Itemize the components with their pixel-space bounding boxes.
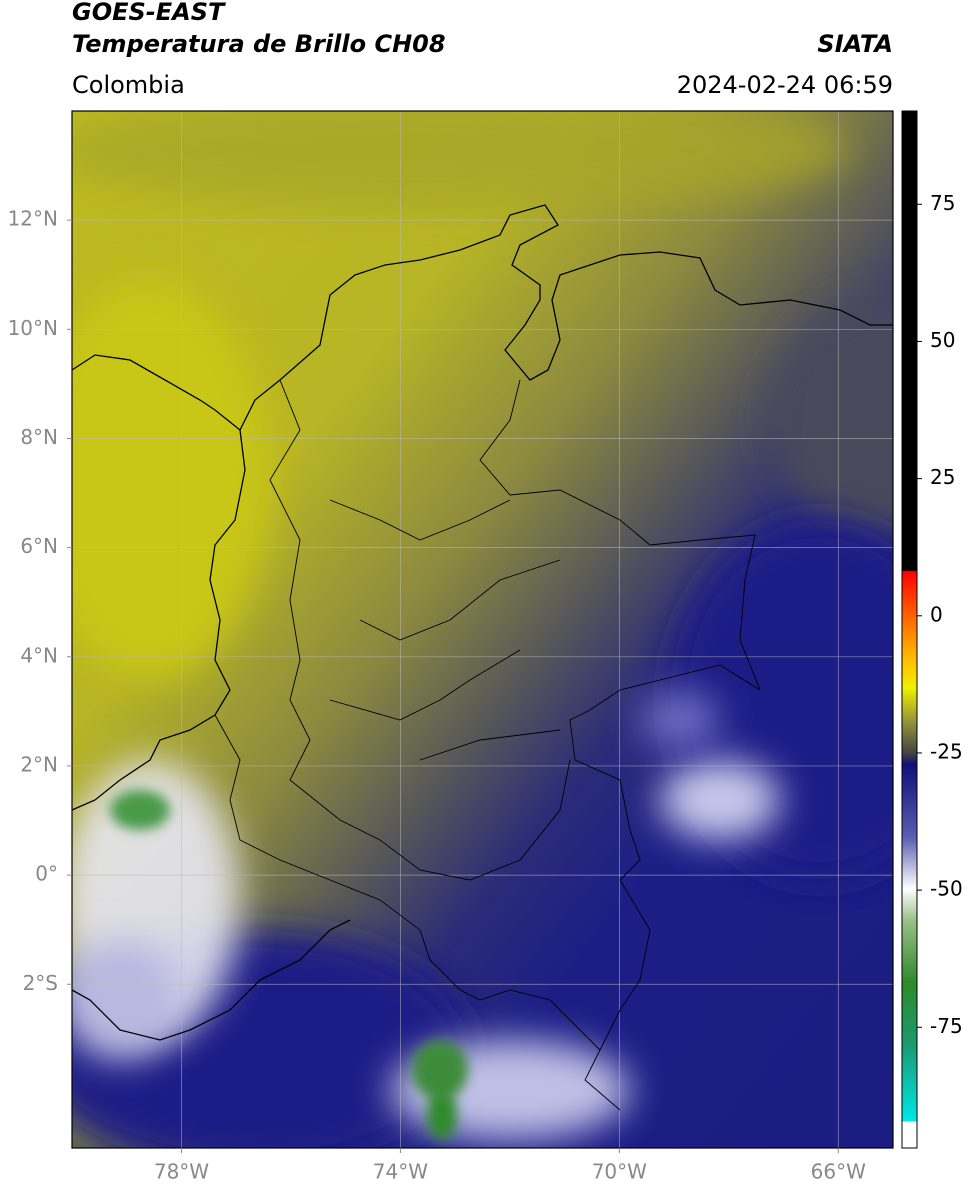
lon-label: 74°W <box>373 1160 428 1184</box>
source: SIATA <box>817 30 893 58</box>
colorbar-label: 50 <box>930 328 955 352</box>
lat-label: 2°S <box>23 971 58 995</box>
region: Colombia <box>72 71 185 99</box>
title: GOES-EAST <box>72 0 226 26</box>
colorbar <box>901 110 918 1149</box>
colorbar-label: -25 <box>930 739 963 763</box>
colorbar-label: 75 <box>930 191 955 215</box>
map-frame <box>71 110 894 1149</box>
lon-label: 78°W <box>154 1160 209 1184</box>
satellite-image <box>72 111 893 1148</box>
lat-label: 12°N <box>8 207 58 231</box>
lat-label: 10°N <box>8 316 58 340</box>
lat-label: 4°N <box>20 643 58 667</box>
lat-label: 2°N <box>20 752 58 776</box>
lat-label: 0° <box>35 862 58 886</box>
subtitle: Temperatura de Brillo CH08 <box>72 30 446 58</box>
colorbar-label: 0 <box>930 602 943 626</box>
lat-label: 8°N <box>20 425 58 449</box>
lat-label: 6°N <box>20 534 58 558</box>
lon-label: 66°W <box>811 1160 866 1184</box>
colorbar-label: -50 <box>930 877 963 901</box>
datetime: 2024-02-24 06:59 <box>677 71 893 99</box>
colorbar-label: -75 <box>930 1014 963 1038</box>
lon-label: 70°W <box>592 1160 647 1184</box>
colorbar-label: 25 <box>930 465 955 489</box>
